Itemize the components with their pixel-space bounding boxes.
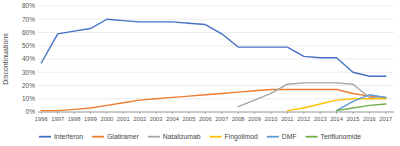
- legend: Interferon Glatiramer Natalizumab Fingolimo…: [39, 133, 361, 141]
- y-tick-label: 80%: [22, 2, 35, 9]
- y-tick-label: 50%: [22, 42, 35, 49]
- legend-swatch: [267, 136, 279, 138]
- y-grid: [38, 6, 394, 112]
- y-tick-label: 20%: [22, 82, 35, 89]
- x-tick-label: 2001: [117, 116, 130, 122]
- x-tick: [369, 112, 370, 114]
- x-tick-label: 2016: [363, 116, 376, 122]
- y-tick-label: 0%: [26, 108, 36, 115]
- grid-line: [38, 85, 394, 86]
- x-tick: [303, 112, 304, 114]
- series-line: [287, 99, 385, 111]
- x-tick: [287, 112, 288, 114]
- grid-line: [38, 72, 394, 73]
- grid-line: [38, 32, 394, 33]
- x-tick: [188, 112, 189, 114]
- y-tick-label: 60%: [22, 29, 35, 36]
- grid-line: [38, 45, 394, 46]
- x-tick-label: 2002: [133, 116, 146, 122]
- x-tick: [270, 112, 271, 114]
- legend-label: Glatiramer: [107, 133, 139, 140]
- x-tick-label: 2005: [182, 116, 195, 122]
- x-tick-label: 2011: [281, 116, 293, 122]
- legend-label: Fingolimod: [225, 133, 258, 141]
- x-tick: [221, 112, 222, 114]
- x-tick: [352, 112, 353, 114]
- x-tick-label: 2013: [314, 116, 327, 122]
- x-tick-label: 2007: [215, 116, 228, 122]
- x-tick-label: 2017: [379, 116, 392, 122]
- x-tick-label: 2009: [248, 116, 261, 122]
- grid-line: [38, 6, 394, 7]
- legend-label: Natalizumab: [163, 133, 201, 140]
- x-tick: [41, 112, 42, 114]
- x-tick-label: 2015: [347, 116, 360, 122]
- legend-swatch: [92, 136, 104, 138]
- y-tick-label: 10%: [22, 95, 35, 102]
- x-tick-label: 2008: [232, 116, 245, 122]
- x-tick: [205, 112, 206, 114]
- lines: [41, 19, 386, 110]
- x-tick: [139, 112, 140, 114]
- x-tick: [57, 112, 58, 114]
- x-tick-label: 1998: [68, 116, 81, 122]
- y-tick-label: 30%: [22, 69, 35, 76]
- x-tick: [156, 112, 157, 114]
- x-tick-label: 2010: [265, 116, 278, 122]
- x-tick: [320, 112, 321, 114]
- legend-swatch: [306, 136, 318, 138]
- x-tick: [254, 112, 255, 114]
- x-tick-label: 2003: [150, 116, 163, 122]
- legend-label: Teriflunomide: [321, 133, 362, 140]
- series-line: [337, 95, 386, 111]
- x-axis-line: [38, 112, 394, 113]
- x-tick-label: 2000: [100, 116, 113, 122]
- x-tick: [172, 112, 173, 114]
- x-tick: [238, 112, 239, 114]
- legend-swatch: [148, 136, 160, 138]
- legend-label: DMF: [282, 133, 297, 140]
- legend-label: Interferon: [54, 133, 83, 140]
- x-tick-label: 2004: [166, 116, 180, 122]
- y-axis-label: Discontinuations: [2, 33, 9, 85]
- y-tick-label: 40%: [22, 55, 35, 62]
- legend-swatch: [39, 136, 51, 138]
- x-tick: [123, 112, 124, 114]
- x-tick-label: 2006: [199, 116, 212, 122]
- y-tick-label: 70%: [22, 16, 35, 23]
- legend-swatch: [210, 136, 222, 138]
- grid-line: [38, 59, 394, 60]
- x-tick: [90, 112, 91, 114]
- x-tick-label: 2012: [297, 116, 310, 122]
- x-tick: [336, 112, 337, 114]
- series-line: [238, 83, 386, 107]
- x-tick: [74, 112, 75, 114]
- x-tick: [385, 112, 386, 114]
- series-line: [337, 104, 386, 111]
- x-tick-label: 1996: [35, 116, 48, 122]
- chart: 0% 10% 20% 30% 40% 50% 60% 70% 80% 19961997 199819…: [0, 0, 400, 146]
- x-tick-label: 2014: [330, 116, 344, 122]
- x-tick-label: 1997: [51, 116, 64, 122]
- x-tick-label: 1999: [84, 116, 97, 122]
- x-tick: [106, 112, 107, 114]
- series-line: [41, 89, 386, 110]
- grid-line: [38, 19, 394, 20]
- grid-line: [38, 112, 394, 113]
- series-line: [41, 19, 386, 76]
